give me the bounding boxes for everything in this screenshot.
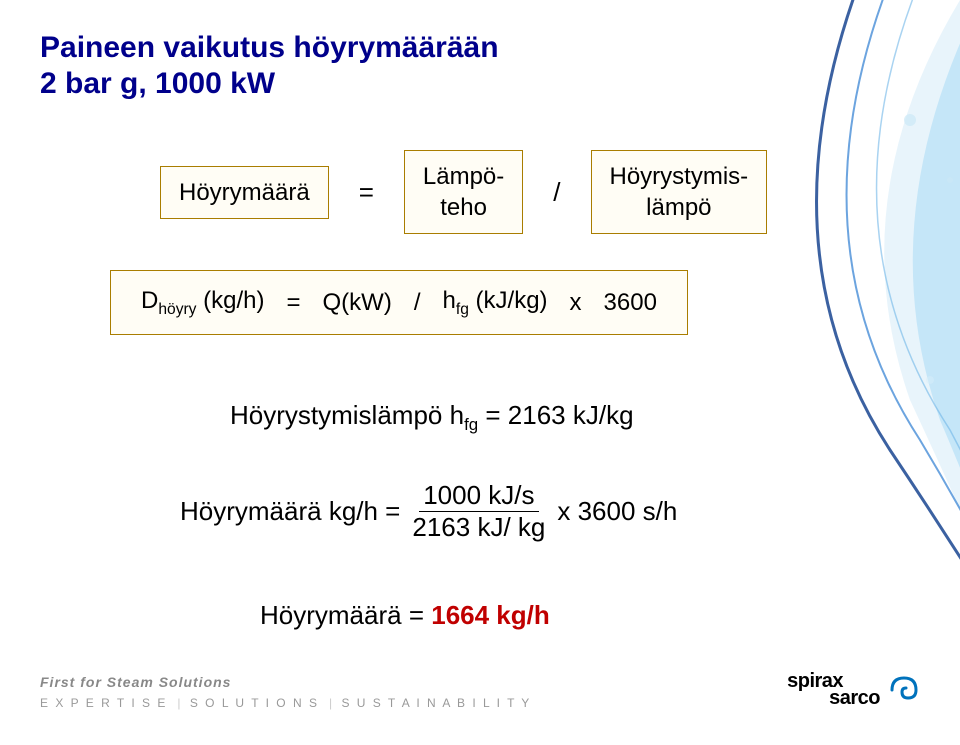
eq1-mid-top: Lämpö- [423,161,504,192]
result-line: Höyrymäärä = 1664 kg/h [260,600,550,631]
equation-1: Höyrymäärä = Lämpö- teho / Höyrystymis- … [160,150,767,234]
eq2-box: Dhöyry (kg/h) = Q(kW) / hfg (kJ/kg) x 36… [110,270,688,335]
footer-tag-1: E X P E R T I S E [40,696,167,710]
footer-tags: E X P E R T I S E | S O L U T I O N S | S … [40,696,539,710]
eq2-D: Dhöyry (kg/h) [141,285,265,320]
calc2-den: 2163 kJ/ kg [408,512,549,543]
eq1-rhs-top: Höyrystymis- [610,161,749,192]
calc2-num: 1000 kJ/s [419,480,538,512]
logo-swirl-icon [888,674,920,706]
footer-tag-2: S O L U T I O N S [190,696,319,710]
title-line1: Paineen vaikutus höyrymäärään [40,30,499,66]
eq2-x: x [570,287,582,318]
eq1-rhs-bot: lämpö [610,192,749,223]
eq2-3600: 3600 [604,287,657,318]
calc-hfg: Höyrystymislämpö hfg = 2163 kJ/kg [230,400,634,435]
sep-icon: | [329,696,334,710]
calc2-rhs: x 3600 s/h [557,496,677,527]
eq1-lhs-box: Höyrymäärä [160,166,329,219]
footer-tag-3: S U S T A I N A B I L I T Y [341,696,531,710]
page-title: Paineen vaikutus höyrymäärään 2 bar g, 1… [40,30,499,102]
sep-icon: | [177,696,182,710]
eq1-mid-bot: teho [423,192,504,223]
background-swoosh [660,0,960,740]
logo-bot: sarco [829,687,880,710]
footer: First for Steam Solutions E X P E R T I … [40,670,920,710]
footer-left: First for Steam Solutions E X P E R T I … [40,674,539,710]
eq2-Q: Q(kW) [323,287,392,318]
calc-flow: Höyrymäärä kg/h = 1000 kJ/s 2163 kJ/ kg … [180,480,677,543]
eq2-slash: / [414,287,421,318]
eq1-slash: / [553,177,560,208]
eq1-rhs-box: Höyrystymis- lämpö [591,150,768,234]
calc2-lhs: Höyrymäärä kg/h = [180,496,400,527]
logo-text: spirax sarco [787,670,880,710]
footer-tagline: First for Steam Solutions [40,674,539,690]
result-val: 1664 kg/h [431,600,550,630]
eq1-mid-box: Lämpö- teho [404,150,523,234]
eq1-equals: = [359,177,374,208]
eq2-eq: = [287,287,301,318]
result-lhs: Höyrymäärä = [260,600,431,630]
brand-logo: spirax sarco [787,670,920,710]
eq1-lhs: Höyrymäärä [179,179,310,206]
eq2-hfg: hfg (kJ/kg) [443,285,548,320]
equation-2: Dhöyry (kg/h) = Q(kW) / hfg (kJ/kg) x 36… [110,270,688,335]
title-line2: 2 bar g, 1000 kW [40,66,499,102]
calc2-fraction: 1000 kJ/s 2163 kJ/ kg [408,480,549,543]
